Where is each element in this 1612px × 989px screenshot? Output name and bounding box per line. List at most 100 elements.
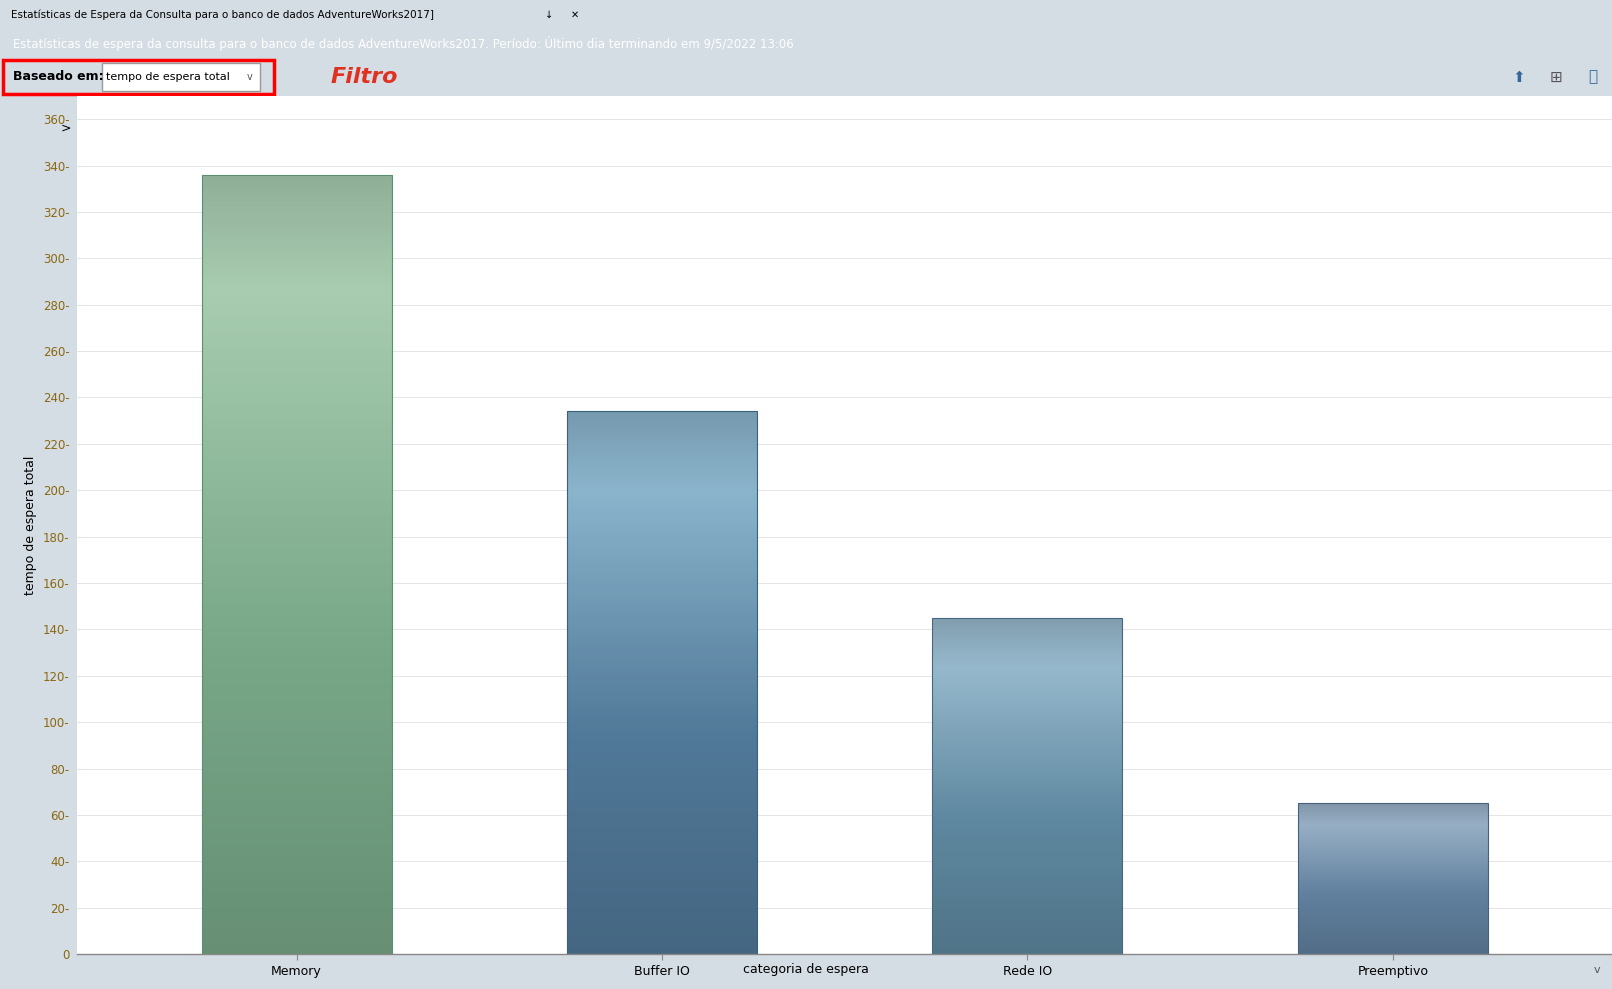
Bar: [1298, 817, 1488, 818]
Bar: [932, 730, 1122, 732]
Text: Baseado em:: Baseado em:: [13, 70, 103, 83]
Bar: [567, 878, 758, 882]
Bar: [932, 859, 1122, 862]
Bar: [932, 696, 1122, 698]
Bar: [932, 887, 1122, 889]
Bar: [567, 701, 758, 704]
Bar: [567, 871, 758, 874]
Bar: [567, 763, 758, 765]
Bar: [567, 501, 758, 505]
Bar: [1298, 936, 1488, 937]
Bar: [202, 201, 392, 206]
Bar: [202, 496, 392, 502]
Bar: [567, 614, 758, 617]
Bar: [567, 946, 758, 950]
Bar: [567, 806, 758, 809]
Bar: [567, 940, 758, 944]
Bar: [202, 429, 392, 434]
Bar: [932, 871, 1122, 873]
Bar: [932, 857, 1122, 859]
Bar: [567, 429, 758, 433]
Bar: [1298, 940, 1488, 941]
Bar: [202, 830, 392, 835]
Bar: [1298, 855, 1488, 856]
Bar: [202, 606, 392, 611]
Bar: [1298, 918, 1488, 919]
Bar: [1298, 854, 1488, 855]
Bar: [567, 798, 758, 802]
Bar: [567, 418, 758, 422]
Bar: [1298, 892, 1488, 893]
Bar: [1298, 838, 1488, 839]
Bar: [202, 678, 392, 684]
Bar: [567, 730, 758, 734]
Bar: [1298, 938, 1488, 939]
Bar: [567, 759, 758, 763]
Bar: [202, 330, 392, 336]
Bar: [932, 680, 1122, 682]
Bar: [202, 325, 392, 330]
Bar: [202, 419, 392, 424]
Bar: [1298, 895, 1488, 896]
Bar: [202, 279, 392, 284]
Bar: [1298, 874, 1488, 875]
Bar: [932, 783, 1122, 786]
Bar: [567, 914, 758, 918]
Bar: [202, 948, 392, 954]
Bar: [202, 242, 392, 247]
Bar: [1298, 873, 1488, 874]
Bar: [1298, 900, 1488, 901]
Bar: [1298, 910, 1488, 911]
Bar: [932, 658, 1122, 661]
Bar: [1298, 876, 1488, 877]
Bar: [932, 854, 1122, 855]
Bar: [932, 732, 1122, 735]
Bar: [202, 886, 392, 892]
Bar: [567, 494, 758, 498]
Bar: [202, 720, 392, 726]
Bar: [932, 907, 1122, 909]
Bar: [202, 237, 392, 242]
Bar: [202, 741, 392, 747]
Bar: [1298, 803, 1488, 954]
Bar: [567, 628, 758, 632]
Bar: [567, 741, 758, 745]
Bar: [202, 399, 392, 404]
Bar: [202, 595, 392, 600]
Bar: [567, 621, 758, 625]
Bar: [567, 693, 758, 697]
Bar: [1298, 953, 1488, 954]
Text: ↓: ↓: [545, 10, 553, 20]
Bar: [1298, 825, 1488, 826]
Bar: [567, 704, 758, 708]
Bar: [1298, 807, 1488, 808]
Bar: [932, 721, 1122, 723]
Bar: [932, 847, 1122, 849]
Bar: [567, 560, 758, 564]
Bar: [932, 665, 1122, 668]
Bar: [567, 498, 758, 501]
Bar: [202, 424, 392, 429]
Bar: [202, 918, 392, 923]
Bar: [567, 516, 758, 520]
Bar: [202, 383, 392, 388]
Bar: [932, 925, 1122, 927]
Bar: [202, 747, 392, 752]
Bar: [1298, 920, 1488, 921]
Bar: [567, 896, 758, 900]
Bar: [932, 714, 1122, 716]
Bar: [1298, 925, 1488, 926]
Bar: [1298, 887, 1488, 888]
Bar: [567, 654, 758, 658]
Bar: [202, 684, 392, 689]
Bar: [1298, 913, 1488, 914]
Bar: [202, 367, 392, 372]
Bar: [202, 819, 392, 824]
Bar: [567, 545, 758, 549]
Bar: [202, 939, 392, 944]
Bar: [1298, 934, 1488, 935]
Bar: [567, 787, 758, 791]
Bar: [567, 712, 758, 715]
Bar: [202, 944, 392, 948]
Bar: [567, 817, 758, 820]
